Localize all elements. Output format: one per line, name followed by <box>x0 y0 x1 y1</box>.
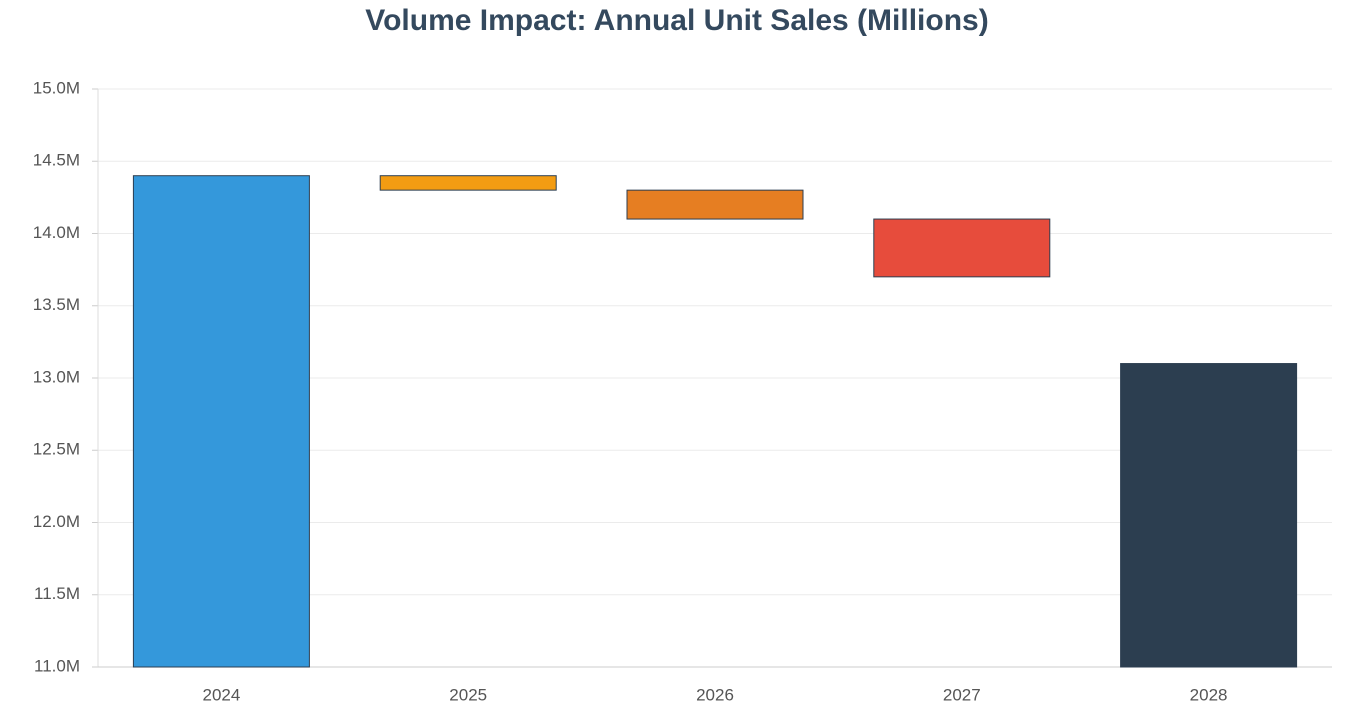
bar <box>873 218 1051 278</box>
y-tick-label: 13.0M <box>33 367 80 386</box>
bar <box>379 175 557 191</box>
y-tick-label: 14.0M <box>33 223 80 242</box>
x-tick-label: 2028 <box>1190 685 1228 704</box>
x-tick-label: 2026 <box>696 685 734 704</box>
bar <box>1120 363 1298 668</box>
bar <box>626 189 804 220</box>
x-tick-label: 2027 <box>943 685 981 704</box>
y-tick-label: 11.0M <box>34 656 80 675</box>
x-tick-label: 2025 <box>449 685 487 704</box>
y-tick-label: 15.0M <box>33 78 80 97</box>
y-tick-label: 11.5M <box>34 584 80 603</box>
chart-title: Volume Impact: Annual Unit Sales (Millio… <box>365 4 988 37</box>
bar <box>132 175 310 668</box>
y-tick-label: 14.5M <box>33 151 80 170</box>
y-tick-label: 12.5M <box>33 440 80 459</box>
x-tick-label: 2024 <box>202 685 240 704</box>
y-tick-label: 13.5M <box>33 295 80 314</box>
y-tick-label: 12.0M <box>33 512 80 531</box>
